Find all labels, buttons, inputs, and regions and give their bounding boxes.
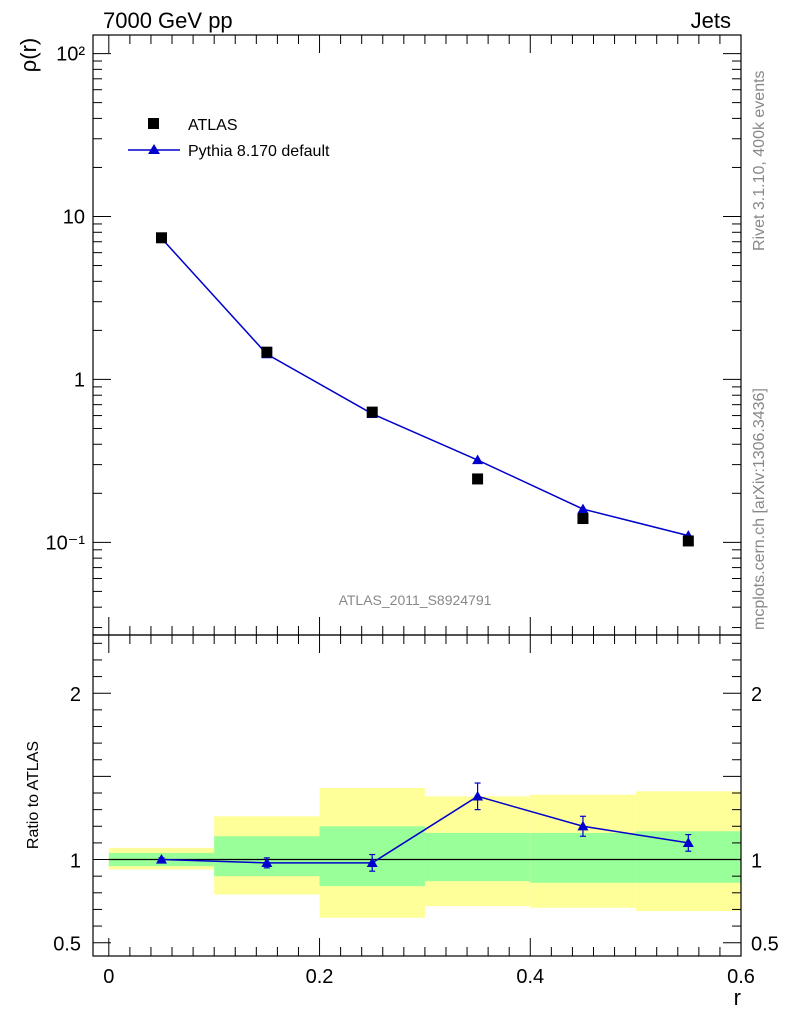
analysis-label: ATLAS_2011_S8924791 bbox=[339, 592, 492, 608]
pythia-point bbox=[472, 454, 484, 465]
mcplots-label: mcplots.cern.ch [arXiv:1306.3436] bbox=[751, 388, 768, 630]
main-y-ticks: 10⁻¹ 1 10 10² bbox=[46, 35, 742, 635]
ratio-frame bbox=[92, 634, 742, 957]
atlas-point bbox=[366, 406, 378, 418]
legend-label-atlas: ATLAS bbox=[188, 117, 238, 134]
ratio-point bbox=[472, 790, 484, 801]
ratio-line bbox=[161, 795, 689, 864]
rivet-label: Rivet 3.1.10, 400k events bbox=[751, 70, 768, 251]
ratio-x-ticks: 0 0.2 0.4 0.6 bbox=[103, 635, 755, 988]
ratio-y-tick-label-right: 1 bbox=[751, 851, 762, 873]
ratio-y-tick-label: 1 bbox=[70, 851, 81, 873]
ratio-x-tick-label: 0.4 bbox=[516, 966, 544, 988]
legend-marker-atlas bbox=[148, 118, 159, 129]
legend: ATLAS Pythia 8.170 default bbox=[128, 117, 330, 160]
header-right: Jets bbox=[691, 8, 731, 33]
header-left: 7000 GeV pp bbox=[103, 8, 233, 33]
ratio-plot-content bbox=[108, 782, 741, 918]
main-y-tick-label: 1 bbox=[74, 369, 85, 391]
uncertainty-band-inner bbox=[214, 836, 320, 877]
pythia-point bbox=[577, 503, 589, 514]
ratio-y-tick-label: 0.5 bbox=[53, 934, 81, 956]
ratio-y-ticks: 0.5 0.5 1 1 2 2 bbox=[53, 642, 779, 956]
ratio-x-tick-label: 0.2 bbox=[306, 966, 334, 988]
ratio-y-tick-label-right: 0.5 bbox=[751, 934, 779, 956]
ratio-panel: Ratio to ATLAS r 0.5 0.5 1 1 2 2 0 0.2 0.4 0.6 bbox=[25, 634, 779, 1010]
ratio-point bbox=[366, 857, 378, 867]
ratio-y-tick-label-right: 2 bbox=[751, 684, 762, 706]
x-axis-label: r bbox=[734, 985, 741, 1010]
atlas-point bbox=[682, 535, 694, 547]
legend-marker-pythia bbox=[148, 144, 160, 154]
ratio-point bbox=[577, 820, 589, 831]
atlas-point bbox=[577, 513, 589, 525]
ratio-y-tick-label: 2 bbox=[70, 684, 81, 706]
atlas-point bbox=[472, 473, 484, 485]
main-y-tick-label: 10⁻¹ bbox=[46, 532, 86, 554]
ratio-point bbox=[155, 854, 167, 864]
ratio-point bbox=[682, 837, 694, 848]
pythia-line bbox=[160, 237, 689, 537]
ratio-x-tick-label: 0.6 bbox=[727, 966, 755, 988]
ratio-x-tick-label: 0 bbox=[103, 966, 114, 988]
atlas-point bbox=[155, 232, 167, 244]
main-y-axis-label: ρ(r) bbox=[16, 38, 41, 73]
main-plot-content bbox=[155, 232, 694, 547]
legend-label-pythia: Pythia 8.170 default bbox=[188, 143, 330, 160]
main-y-tick-label: 10² bbox=[56, 44, 85, 66]
uncertainty-band-inner bbox=[530, 832, 636, 883]
ratio-y-axis-label: Ratio to ATLAS bbox=[25, 741, 42, 849]
atlas-point bbox=[261, 346, 273, 358]
main-panel: ATLAS_2011_S8924791 ρ(r) 10⁻¹ 1 10 10² ATLA… bbox=[16, 34, 742, 636]
uncertainty-band-inner bbox=[424, 832, 531, 882]
main-y-tick-label: 10 bbox=[63, 206, 85, 228]
ratio-point bbox=[261, 857, 273, 867]
